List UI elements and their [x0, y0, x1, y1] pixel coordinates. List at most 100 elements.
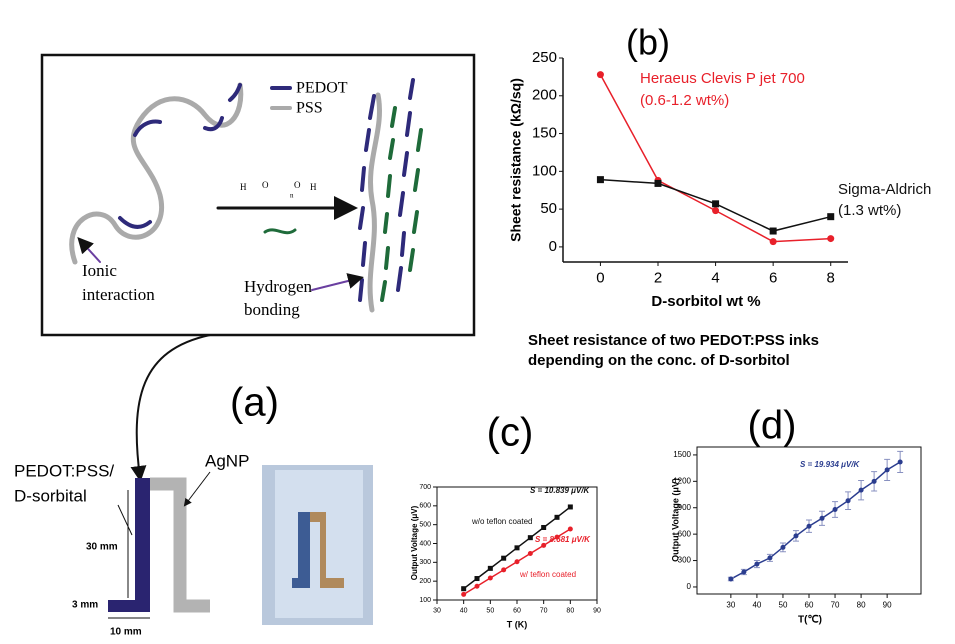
x-tick-label: 70	[540, 608, 548, 615]
point	[567, 526, 573, 532]
point	[712, 200, 720, 208]
point	[827, 235, 835, 243]
point	[541, 524, 547, 530]
x-tick-label: 80	[857, 601, 866, 610]
y-axis-label: Output Voltage (μV)	[410, 505, 419, 580]
x-tick-label: 60	[513, 608, 521, 615]
y-tick-label: 200	[532, 87, 557, 104]
device-photo	[262, 465, 373, 625]
point	[884, 467, 890, 473]
point	[827, 213, 835, 221]
point	[897, 459, 903, 465]
y-tick-label: 600	[419, 503, 431, 510]
legend-label: PEDOT	[296, 80, 348, 97]
x-tick-label: 40	[460, 608, 468, 615]
series-label: w/ teflon coated	[519, 570, 576, 579]
point	[741, 569, 747, 575]
caption: depending on the conc. of D-sorbitol	[528, 352, 790, 369]
dimension-label: 30 mm	[86, 542, 118, 553]
diagram-label: Ionic	[82, 261, 117, 280]
point	[514, 545, 520, 551]
diagram-label: bonding	[244, 300, 300, 319]
annotation: S = 10.839 μV/K	[530, 486, 591, 495]
annotation: (0.6-1.2 wt%)	[640, 92, 729, 109]
material-label: D-sorbital	[14, 486, 87, 505]
x-tick-label: 50	[779, 601, 788, 610]
x-tick-label: 90	[593, 608, 601, 615]
y-tick-label: 0	[549, 238, 557, 255]
y-tick-label: 50	[540, 200, 557, 217]
point	[728, 576, 734, 582]
x-tick-label: 2	[654, 269, 662, 286]
point	[514, 559, 520, 565]
diagram-label: Hydrogen	[244, 277, 312, 296]
y-tick-label: 1500	[673, 450, 691, 459]
point	[501, 555, 507, 561]
annotation: S = 19.934 μV/K	[800, 460, 861, 469]
y-tick-label: 300	[678, 556, 692, 565]
y-tick-label: 150	[532, 125, 557, 142]
y-tick-label: 0	[687, 582, 692, 591]
chart-title: (b)	[626, 22, 670, 63]
annotation: S = 8.681 μV/K	[535, 535, 591, 544]
point	[832, 506, 838, 512]
y-tick-label: 400	[419, 540, 431, 547]
point	[754, 561, 760, 567]
x-tick-label: 90	[883, 601, 892, 610]
x-tick-label: 30	[726, 601, 735, 610]
x-tick-label: 80	[566, 608, 574, 615]
series-label: Sigma-Aldrich	[838, 181, 931, 198]
x-tick-label: 40	[752, 601, 761, 610]
dimension-label: 3 mm	[72, 600, 98, 611]
panel-title: (a)	[230, 381, 279, 425]
x-tick-label: 8	[827, 269, 835, 286]
y-tick-label: 600	[678, 529, 692, 538]
y-tick-label: 100	[532, 162, 557, 179]
x-tick-label: 0	[596, 269, 604, 286]
point	[596, 176, 604, 184]
point	[858, 487, 864, 493]
point	[819, 515, 825, 521]
y-tick-label: 100	[419, 597, 431, 604]
point	[527, 535, 533, 541]
diagram-label: interaction	[82, 285, 155, 304]
x-tick-label: 6	[769, 269, 777, 286]
point	[461, 591, 467, 597]
x-axis-label: D-sorbitol wt %	[651, 293, 760, 310]
pointer	[117, 504, 133, 536]
point	[793, 533, 799, 539]
y-tick-label: 250	[532, 49, 557, 66]
pedot-leg	[108, 478, 150, 612]
point	[769, 227, 777, 235]
formula: O	[262, 180, 269, 190]
point	[474, 583, 480, 589]
x-tick-label: 60	[805, 601, 814, 610]
point	[780, 544, 786, 550]
schematic-box	[40, 53, 476, 337]
connector-arrow	[130, 334, 211, 482]
x-tick-label: 30	[433, 608, 441, 615]
point	[769, 238, 777, 246]
x-axis-label: T(℃)	[798, 615, 822, 626]
formula: O	[294, 180, 301, 190]
pointer	[183, 471, 211, 507]
material-label: PEDOT:PSS/	[14, 461, 114, 480]
legend-label: PSS	[296, 100, 323, 117]
y-tick-label: 900	[678, 503, 692, 512]
y-axis-label: Output Voltage (μV)	[670, 478, 680, 562]
point	[712, 207, 720, 215]
polymer-chain	[69, 78, 423, 313]
y-tick-label: 1200	[673, 476, 691, 485]
agnp-leg	[150, 477, 210, 613]
dimension-label: 10 mm	[110, 627, 142, 638]
formula: H	[240, 182, 247, 192]
y-tick-label: 500	[419, 522, 431, 529]
point	[654, 179, 662, 187]
series-label: Heraeus Clevis P jet 700	[640, 70, 805, 87]
x-tick-label: 70	[831, 601, 840, 610]
y-axis-label: Sheet resistance (kΩ/sq)	[508, 78, 524, 242]
point	[806, 523, 812, 529]
series-label: w/o teflon coated	[471, 517, 532, 526]
x-axis-label: T (K)	[507, 619, 528, 629]
